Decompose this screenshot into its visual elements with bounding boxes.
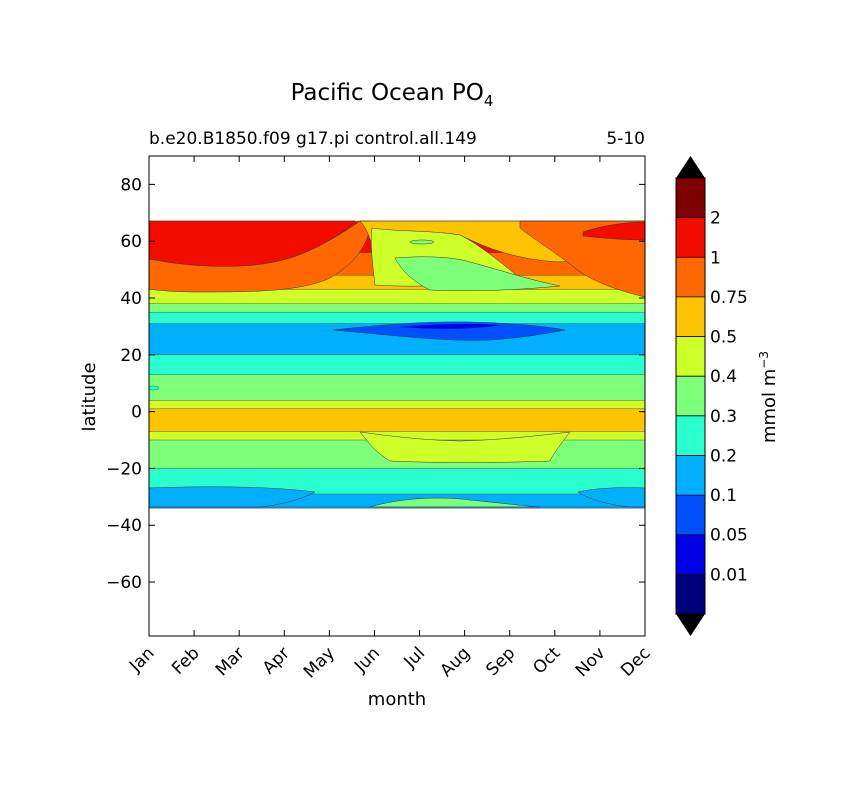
contour-features	[149, 220, 645, 508]
contour-lime-summer-spot	[409, 239, 435, 245]
contour-blue-south-east	[577, 487, 645, 508]
colorbar-segment-9	[676, 217, 705, 258]
y-tick-label-0: 80	[120, 175, 142, 195]
colorbar-extend-max	[676, 156, 705, 178]
y-tick-label-5: −20	[106, 459, 142, 479]
x-tick-label-8: Sep	[482, 643, 519, 680]
y-axis-ticks: 80 60 40 20 0 −20 −40 −60	[106, 175, 645, 593]
contour-lime-south-bulge	[359, 431, 571, 463]
contour-band-9	[149, 312, 645, 324]
y-tick-label-7: −60	[106, 573, 142, 593]
x-tick-label-10: Nov	[572, 643, 610, 681]
colorbar-tick-label-8: 1	[710, 248, 721, 268]
x-tick-label-4: May	[300, 643, 339, 682]
contour-blue-minimum	[332, 321, 566, 341]
contour-plot-area	[149, 220, 645, 509]
contour-band-11	[149, 289, 645, 304]
contour-deep-blue-minimum	[400, 323, 500, 329]
colorbar-segment-10	[676, 178, 705, 218]
y-tick-label-6: −40	[106, 516, 142, 536]
axes-frame	[148, 155, 646, 637]
colorbar-label: mmol m−3	[757, 351, 780, 443]
plot-frame-inner	[149, 220, 645, 508]
contour-band-7	[149, 354, 645, 375]
colorbar-tick-label-6: 0.5	[710, 328, 737, 348]
contour-band-5	[149, 400, 645, 409]
colorbar-segment-0	[676, 574, 705, 614]
y-tick-label-4: 0	[131, 403, 142, 423]
x-tick-label-6: Jul	[400, 643, 429, 672]
contour-green-summer-north	[394, 256, 561, 292]
colorbar-tick-label-2: 0.1	[710, 486, 737, 506]
colorbar-tick-label-3: 0.2	[710, 446, 737, 466]
colorbar-extend-min	[676, 614, 705, 636]
y-tick-label-2: 40	[120, 289, 142, 309]
contour-green-south-center	[369, 497, 541, 508]
chart-subtitle-left: b.e20.B1850.f09 g17.pi control.all.149	[149, 129, 477, 149]
colorbar-tick-label-9: 2	[710, 209, 721, 229]
colorbar-segment-4	[676, 415, 705, 456]
x-tick-label-3: Apr	[259, 643, 294, 678]
colorbar-tick-label-1: 0.05	[710, 526, 748, 546]
colorbar-tick-label-5: 0.4	[710, 367, 737, 387]
x-tick-label-5: Jun	[350, 643, 384, 677]
contour-orange-northeast	[519, 220, 645, 298]
colorbar-segment-1	[676, 534, 705, 575]
colorbar-segment-2	[676, 495, 705, 535]
colorbar-segment-7	[676, 296, 705, 337]
contour-blue-south-west	[149, 486, 316, 508]
y-tick-label-1: 60	[120, 232, 142, 252]
x-tick-label-7: Aug	[437, 643, 475, 681]
contour-cyan-spot-west	[149, 385, 160, 391]
colorbar-segment-8	[676, 257, 705, 297]
chart-subtitle-right: 5-10	[606, 129, 645, 149]
x-tick-label-2: Mar	[212, 643, 249, 680]
x-tick-label-0: Jan	[125, 643, 158, 676]
x-tick-label-9: Oct	[529, 643, 564, 678]
chart-title: Pacific Ocean PO4	[291, 80, 494, 110]
colorbar-segment-5	[676, 376, 705, 416]
colorbar-tick-label-7: 0.75	[710, 288, 748, 308]
x-tick-label-1: Feb	[168, 643, 203, 678]
colorbar-tick-label-4: 0.3	[710, 407, 737, 427]
colorbar-segment-6	[676, 336, 705, 377]
x-axis-label: month	[368, 689, 426, 710]
colorbar-segment-3	[676, 455, 705, 496]
chart-title-sub: 4	[484, 92, 494, 110]
contour-band-3	[149, 431, 645, 441]
colorbar: 0.01 0.05 0.1 0.2 0.3 0.4 0.5 0.75 1 2	[675, 156, 748, 636]
colorbar-tick-label-0: 0.01	[710, 565, 748, 585]
colorbar-frame	[675, 177, 706, 615]
contour-red-northeast	[582, 221, 645, 241]
colorbar-label-main: mmol m	[759, 369, 780, 443]
contour-band-4	[149, 408, 645, 432]
x-tick-label-11: Dec	[617, 643, 654, 680]
contour-band-10	[149, 303, 645, 313]
contour-band-6	[149, 374, 645, 401]
y-axis-label: latitude	[79, 362, 100, 431]
y-tick-label-3: 20	[120, 346, 142, 366]
chart-title-main: Pacific Ocean PO	[291, 80, 484, 106]
colorbar-label-sup: −3	[757, 351, 771, 369]
